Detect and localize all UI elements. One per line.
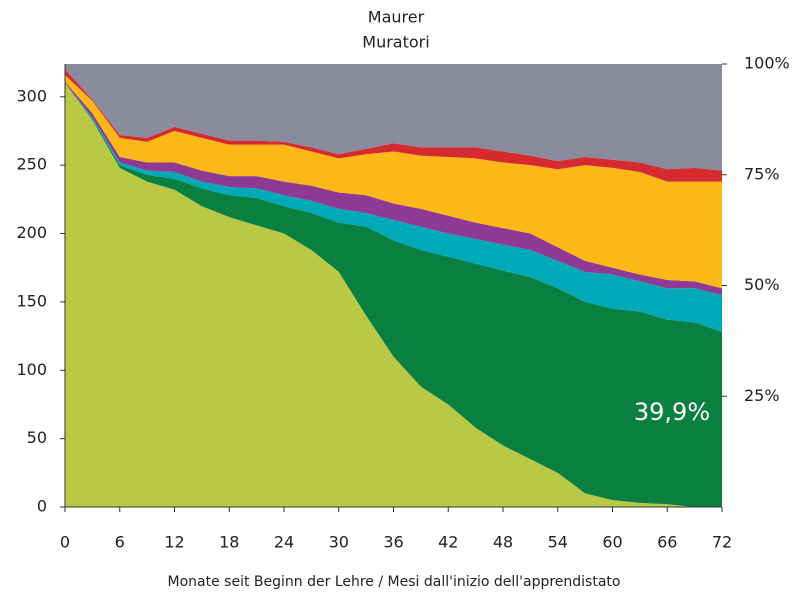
area bbox=[65, 83, 722, 332]
area bbox=[65, 74, 722, 289]
x-tick-label: 0 bbox=[60, 533, 70, 552]
y2-tick-label: 50% bbox=[744, 275, 780, 294]
area bbox=[65, 83, 722, 508]
chart-title: Maurer bbox=[368, 8, 425, 27]
y-tick-label: 0 bbox=[37, 497, 47, 516]
x-tick-label: 48 bbox=[493, 533, 513, 552]
x-tick-label: 18 bbox=[219, 533, 239, 552]
area bbox=[65, 69, 722, 182]
x-tick-label: 36 bbox=[383, 533, 403, 552]
x-tick-label: 72 bbox=[712, 533, 732, 552]
x-tick-label: 12 bbox=[164, 533, 184, 552]
y-tick-label: 200 bbox=[16, 223, 47, 242]
y-tick-label: 300 bbox=[16, 86, 47, 105]
y-tick-label: 100 bbox=[16, 360, 47, 379]
x-tick-label: 24 bbox=[274, 533, 294, 552]
chart-subtitle: Muratori bbox=[362, 33, 429, 52]
x-tick-label: 42 bbox=[438, 533, 458, 552]
area bbox=[65, 83, 722, 508]
area bbox=[65, 64, 722, 171]
y2-tick-label: 100% bbox=[744, 54, 790, 73]
x-tick-label: 30 bbox=[329, 533, 349, 552]
y2-tick-label: 75% bbox=[744, 164, 780, 183]
x-axis-label: Monate seit Beginn der Lehre / Mesi dall… bbox=[168, 574, 621, 590]
x-tick-label: 66 bbox=[657, 533, 677, 552]
x-tick-label: 6 bbox=[115, 533, 125, 552]
annotation: 39,9% bbox=[634, 398, 710, 426]
y-tick-label: 150 bbox=[16, 291, 47, 310]
x-tick-label: 60 bbox=[602, 533, 622, 552]
y-tick-label: 50 bbox=[27, 428, 47, 447]
x-tick-label: 54 bbox=[548, 533, 568, 552]
y-tick-label: 250 bbox=[16, 155, 47, 174]
y2-tick-label: 25% bbox=[744, 386, 780, 405]
